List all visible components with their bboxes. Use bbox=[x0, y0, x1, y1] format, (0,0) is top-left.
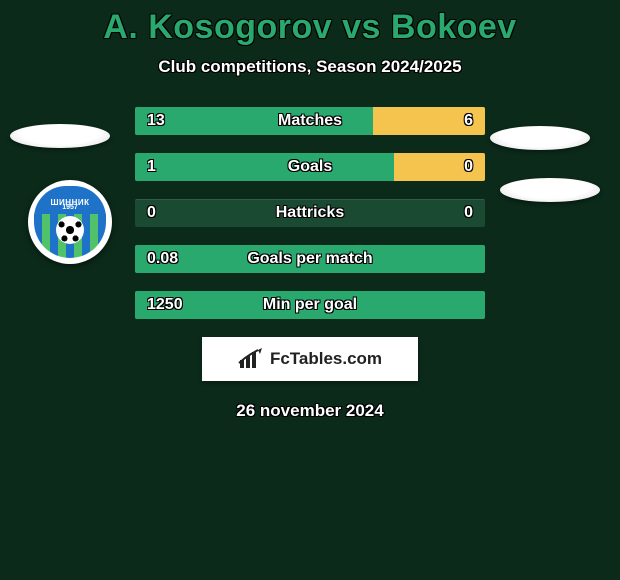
stat-label: Goals bbox=[135, 153, 485, 181]
stat-value-right: 0 bbox=[464, 199, 473, 227]
stat-row: 1250Min per goal bbox=[135, 291, 485, 319]
stat-row: 13Matches6 bbox=[135, 107, 485, 135]
stat-label: Min per goal bbox=[135, 291, 485, 319]
footer-date: 26 november 2024 bbox=[0, 401, 620, 421]
stat-row: 1Goals0 bbox=[135, 153, 485, 181]
stat-label: Matches bbox=[135, 107, 485, 135]
soccer-ball-icon bbox=[56, 216, 84, 244]
stat-row: 0Hattricks0 bbox=[135, 199, 485, 227]
branding-badge[interactable]: FcTables.com bbox=[202, 337, 418, 381]
page-title: A. Kosogorov vs Bokoev bbox=[0, 0, 620, 47]
stats-container: 13Matches61Goals00Hattricks00.08Goals pe… bbox=[0, 107, 620, 319]
stat-row: 0.08Goals per match bbox=[135, 245, 485, 273]
stat-label: Goals per match bbox=[135, 245, 485, 273]
page-subtitle: Club competitions, Season 2024/2025 bbox=[0, 57, 620, 77]
branding-label: FcTables.com bbox=[270, 349, 382, 369]
stat-label: Hattricks bbox=[135, 199, 485, 227]
stat-value-right: 6 bbox=[464, 107, 473, 135]
bar-chart-icon bbox=[238, 348, 264, 370]
stat-value-right: 0 bbox=[464, 153, 473, 181]
